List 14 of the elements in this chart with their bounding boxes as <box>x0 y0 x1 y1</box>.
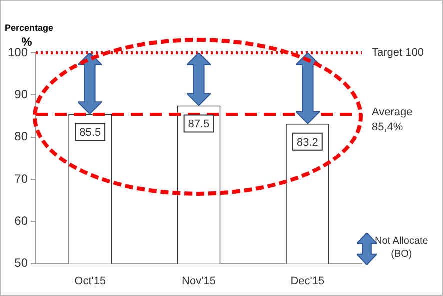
data-label: 87.5 <box>188 118 210 131</box>
y-tick-label: 90 <box>14 87 28 102</box>
data-label: 83.2 <box>296 136 318 149</box>
x-tick-label: Oct'15 <box>74 275 106 288</box>
data-label: 85.5 <box>80 127 102 140</box>
y-tick-label: 80 <box>14 130 28 144</box>
x-tick-label: Nov'15 <box>182 275 216 288</box>
ref-line-label: Average 85,4% <box>372 106 413 134</box>
ref-line-label: Target 100 <box>372 47 424 60</box>
y-tick-label: 70 <box>14 172 28 186</box>
y-tick-label: 50 <box>14 256 28 270</box>
y-tick-label: 60 <box>14 214 28 228</box>
x-tick-label: Dec'15 <box>290 275 325 288</box>
text: Not Allocate (BO) <box>375 235 428 261</box>
